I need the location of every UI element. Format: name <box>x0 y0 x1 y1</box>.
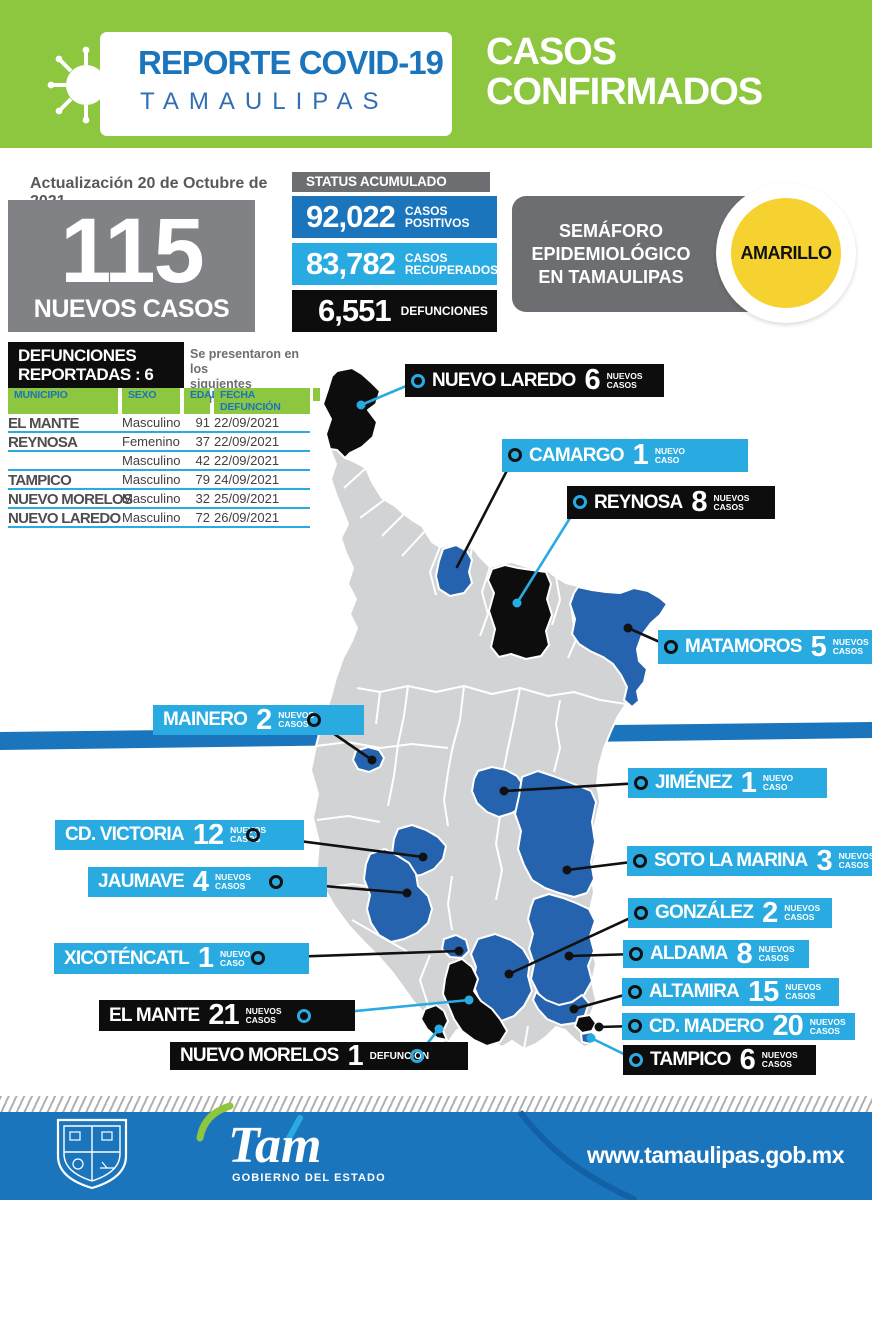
deaths-reported-box: DEFUNCIONES REPORTADAS : 6 <box>8 342 184 388</box>
positivos-label: CASOS POSITIVOS <box>404 204 470 230</box>
recuperados-value: 83,782 <box>306 246 396 281</box>
map-label-matamoros: MATAMOROS 5 NUEVOS CASOS <box>658 630 872 664</box>
semaforo-status-badge: AMARILLO <box>731 198 841 308</box>
table-row: Masculino 42 22/09/2021 <box>8 452 310 471</box>
new-cases-number: 115 <box>60 199 204 302</box>
deaths-title-line2: REPORTADAS : 6 <box>18 365 154 384</box>
map-label-nuevo-laredo: NUEVO LAREDO 6 NUEVOS CASOS <box>405 364 664 397</box>
muni-jaumave <box>363 848 433 943</box>
tam-logo-subtitle: GOBIERNO DEL ESTADO <box>232 1172 386 1184</box>
map-label-cd-victoria: CD. VICTORIA 12 NUEVOS CASOS <box>55 819 304 851</box>
page-title-line1: CASOS <box>486 31 617 73</box>
table-row: NUEVO LAREDO Masculino 72 26/09/2021 <box>8 509 310 528</box>
page-title-line2: CONFIRMADOS <box>486 71 763 113</box>
deaths-note-line1: Se presentaron en los <box>190 347 300 376</box>
muni-soto-la-marina <box>514 770 597 898</box>
coat-of-arms-icon <box>56 1118 128 1190</box>
muni-reynosa <box>487 564 553 660</box>
new-cases-label: NUEVOS CASOS <box>33 294 230 323</box>
map-label-el-mante: EL MANTE 21 NUEVOS CASOS <box>99 999 355 1031</box>
map-label-camargo: CAMARGO 1 NUEVO CASO <box>502 439 748 472</box>
map-label-jaumave: JAUMAVE 4 NUEVOS CASOS <box>88 866 327 898</box>
map-label-soto-la-marina: SOTO LA MARINA 3 NUEVOS CASOS <box>627 845 872 877</box>
semaforo-box: SEMÁFORO EPIDEMIOLÓGICO EN TAMAULIPAS <box>512 196 770 312</box>
map-label-altamira: ALTAMIRA 15 NUEVOS CASOS <box>622 976 839 1008</box>
map-label-aldama: ALDAMA 8 NUEVOS CASOS <box>623 938 809 970</box>
map-label-tampico: TAMPICO 6 NUEVOS CASOS <box>623 1044 816 1076</box>
virus-icon <box>47 46 117 124</box>
map-label-jimenez: JIMÉNEZ 1 NUEVO CASO <box>628 767 827 799</box>
muni-camargo <box>435 544 473 597</box>
recuperados-label: CASOS RECUPERADOS <box>404 251 499 277</box>
connector-dots <box>356 400 633 1043</box>
deaths-table: MUNICIPIO SEXO EDAD FECHA DEFUNCIÓN EL M… <box>8 388 310 528</box>
footer-url[interactable]: www.tamaulipas.gob.mx <box>586 1142 845 1168</box>
status-bar-recuperados: 83,782 CASOS RECUPERADOS <box>292 243 499 285</box>
muni-nuevo-laredo <box>322 367 381 459</box>
report-title: REPORTE COVID-19 <box>138 44 444 81</box>
muni-cd-madero <box>574 1014 597 1034</box>
map-label-mainero: MAINERO 2 NUEVOS CASOS <box>153 704 364 736</box>
status-title: STATUS ACUMULADO <box>292 172 490 192</box>
defunciones-value: 6,551 <box>318 293 392 328</box>
deaths-table-header: MUNICIPIO SEXO EDAD FECHA DEFUNCIÓN <box>8 388 310 414</box>
semaforo-status-text: AMARILLO <box>740 242 832 263</box>
muni-matamoros <box>569 586 668 708</box>
deaths-title-line1: DEFUNCIONES <box>18 346 137 365</box>
status-bar-defunciones: 6,551 DEFUNCIONES <box>292 290 497 332</box>
table-row: REYNOSA Femenino 37 22/09/2021 <box>8 433 310 452</box>
footer-bar <box>0 1112 872 1200</box>
tam-logo-blue-accent <box>285 1115 303 1143</box>
table-row: EL MANTE Masculino 91 22/09/2021 <box>8 414 310 433</box>
map-label-gonzalez: GONZÁLEZ 2 NUEVOS CASOS <box>628 897 832 929</box>
table-row: TAMPICO Masculino 79 24/09/2021 <box>8 471 310 490</box>
map-label-nuevo-morelos: NUEVO MORELOS 1 DEFUNCIÓN <box>170 1040 468 1072</box>
col-sexo: SEXO <box>122 388 180 414</box>
map-label-cd-madero: CD. MADERO 20 NUEVOS CASOS <box>622 1010 855 1042</box>
muni-el-mante <box>442 958 508 1047</box>
new-cases-box: 115 NUEVOS CASOS <box>8 200 255 332</box>
map-label-xicotencatl: XICOTÉNCATL 1 NUEVO CASO <box>54 942 309 974</box>
tam-logo: Tam <box>228 1117 322 1174</box>
table-row: NUEVO MORELOS Masculino 32 25/09/2021 <box>8 490 310 509</box>
status-bar-positivos: 92,022 CASOS POSITIVOS <box>292 196 497 238</box>
col-edad: EDAD <box>184 388 219 414</box>
footer-decor <box>56 1102 638 1200</box>
tam-logo-green-accent <box>196 1102 234 1142</box>
col-fecha: FECHA DEFUNCIÓN <box>214 388 310 414</box>
map-label-reynosa: REYNOSA 8 NUEVOS CASOS <box>567 486 775 519</box>
defunciones-label: DEFUNCIONES <box>400 304 488 318</box>
green-divider <box>313 388 320 401</box>
page-title: CASOS CONFIRMADOS <box>486 31 763 113</box>
positivos-value: 92,022 <box>306 199 396 234</box>
report-subtitle: TAMAULIPAS <box>140 88 389 115</box>
header-title-card <box>100 32 452 136</box>
col-municipio: MUNICIPIO <box>8 388 118 414</box>
